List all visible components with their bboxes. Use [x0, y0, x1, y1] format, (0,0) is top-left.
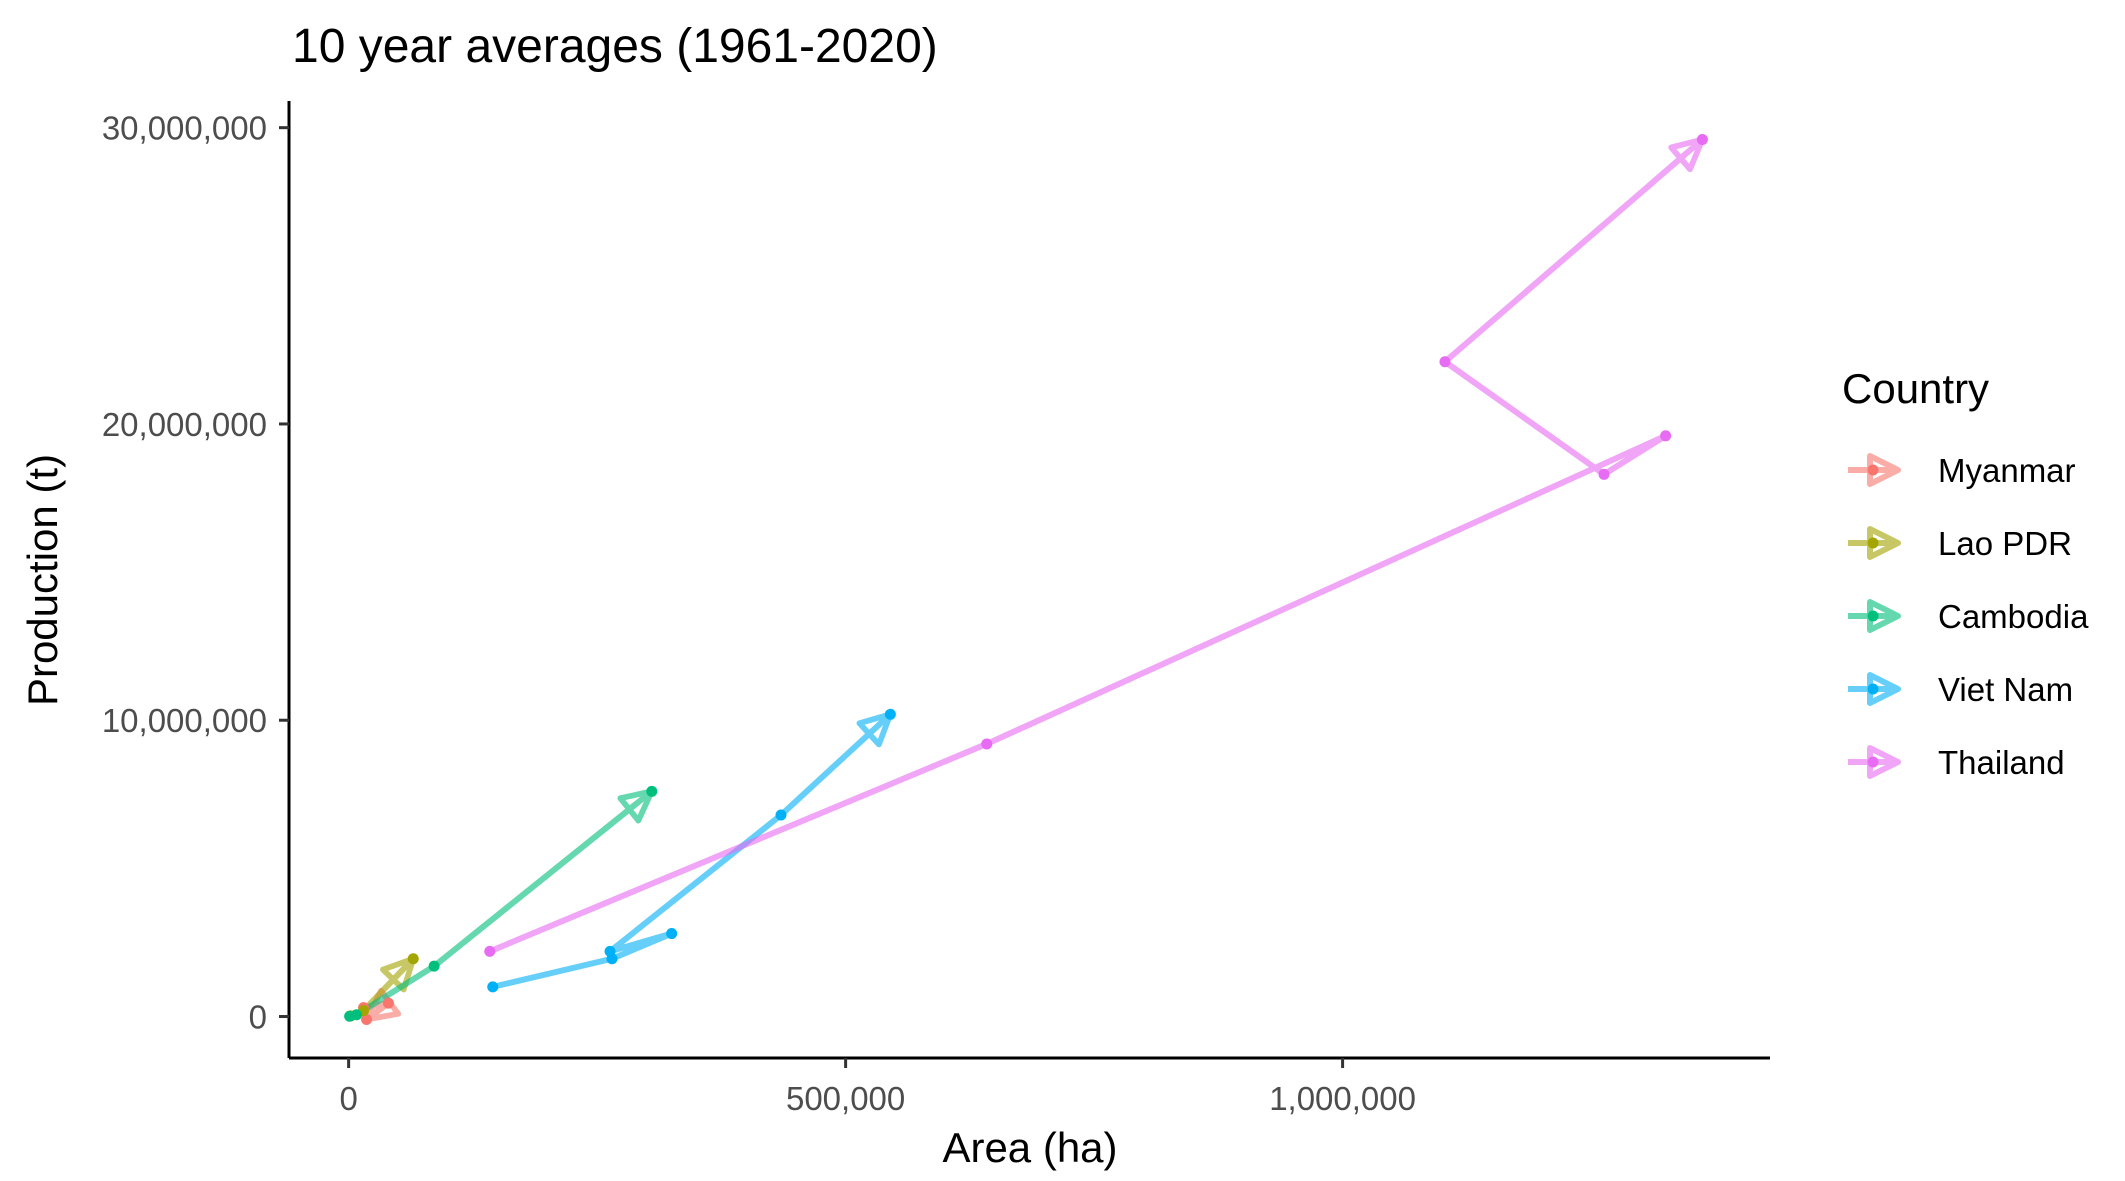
legend-label-myanmar: Myanmar: [1938, 452, 2076, 489]
legend-point: [1867, 756, 1879, 768]
data-point: [487, 981, 499, 993]
data-point: [382, 997, 394, 1009]
series-viet-nam: [492, 711, 894, 990]
series-points-viet-nam: [487, 708, 896, 993]
x-tick-label: 1,000,000: [1269, 1080, 1416, 1117]
legend-label-thailand: Thailand: [1938, 744, 2065, 781]
y-tick-label: 20,000,000: [102, 406, 267, 443]
plot-area: [344, 134, 1708, 1025]
series-line-viet-nam: [492, 711, 894, 990]
series-line-thailand: [488, 136, 1706, 955]
data-point: [1439, 356, 1451, 368]
series-points-cambodia: [344, 785, 658, 1022]
y-axis-ticks: 0 10,000,000 20,000,000 30,000,000: [102, 110, 289, 1036]
legend-point: [1867, 610, 1879, 622]
x-axis-title: Area (ha): [942, 1124, 1117, 1171]
data-point: [884, 708, 896, 720]
data-point: [1660, 430, 1672, 442]
data-point: [604, 945, 616, 957]
data-point: [428, 960, 440, 972]
data-point: [407, 953, 419, 965]
data-point: [981, 738, 993, 750]
y-tick-label: 30,000,000: [102, 110, 267, 147]
data-point: [351, 1009, 363, 1021]
legend-point: [1867, 537, 1879, 549]
y-axis-title: Production (t): [19, 454, 66, 706]
legend-label-viet-nam: Viet Nam: [1938, 671, 2073, 708]
data-point: [484, 945, 496, 957]
legend-point: [1867, 464, 1879, 476]
legend-point: [1867, 683, 1879, 695]
legend-title: Country: [1842, 365, 1989, 412]
data-point: [361, 1013, 373, 1025]
series-points-thailand: [484, 134, 1708, 957]
y-tick-label: 0: [249, 999, 267, 1036]
x-axis-ticks: 0 500,000 1,000,000: [339, 1058, 1416, 1117]
legend-label-cambodia: Cambodia: [1938, 598, 2089, 635]
series-thailand: [488, 136, 1706, 955]
chart-title: 10 year averages (1961-2020): [292, 20, 938, 73]
x-tick-label: 0: [339, 1080, 357, 1117]
data-point: [666, 928, 678, 940]
data-point: [775, 809, 787, 821]
legend: Country Myanmar Lao PDR Cambodia Viet Nam Th…: [1842, 365, 2089, 781]
data-point: [1598, 468, 1610, 480]
data-point: [646, 785, 658, 797]
legend-label-lao-pdr: Lao PDR: [1938, 525, 2072, 562]
data-point: [1696, 134, 1708, 146]
x-tick-label: 500,000: [786, 1080, 905, 1117]
y-tick-label: 10,000,000: [102, 702, 267, 739]
